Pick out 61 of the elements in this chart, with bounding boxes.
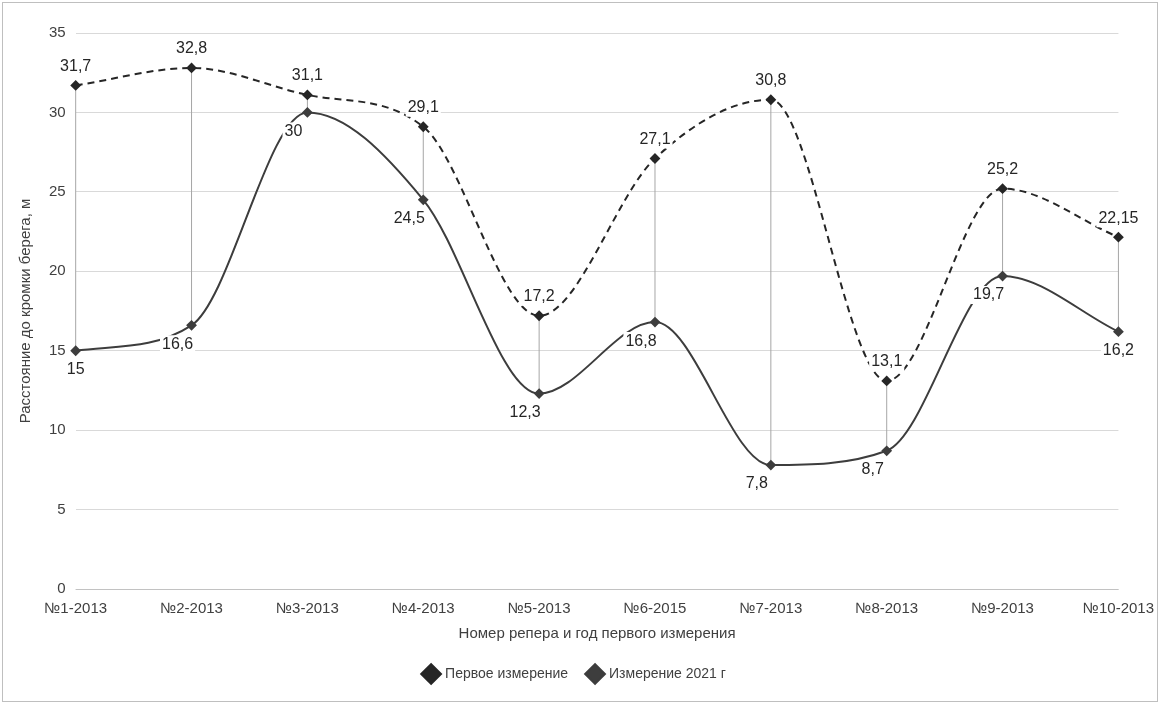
point	[302, 107, 313, 118]
point	[765, 460, 776, 471]
data-label: 22,15	[1098, 208, 1139, 226]
data-label: 25,2	[987, 160, 1019, 178]
y-tick-label: 20	[49, 261, 66, 279]
y-tick-label: 35	[49, 23, 66, 41]
point	[997, 271, 1008, 282]
data-label: 17,2	[523, 287, 555, 305]
point	[765, 94, 776, 105]
data-label: 16,2	[1102, 341, 1135, 359]
data-label: 32,8	[175, 39, 208, 57]
point	[997, 183, 1008, 194]
data-label: 12,3	[509, 403, 541, 421]
x-axis-title: Номер репера и год первого измерения	[458, 624, 736, 642]
y-tick-label: 5	[57, 499, 66, 517]
point	[70, 80, 81, 91]
x-tick-label: №10-2013	[1082, 599, 1154, 617]
data-label: 31,7	[60, 56, 92, 74]
x-tick-label: №5-2013	[507, 599, 571, 617]
data-label: 30,8	[755, 71, 787, 89]
y-tick-label: 25	[49, 182, 66, 199]
x-tick-label: №7-2013	[739, 599, 803, 617]
point	[1113, 232, 1124, 243]
x-tick-label: №8-2013	[855, 599, 919, 617]
legend-label: Измерение 2021 г	[609, 664, 726, 681]
point	[70, 345, 81, 356]
point	[649, 153, 660, 164]
data-label: 16,6	[161, 334, 194, 352]
point	[186, 320, 197, 331]
legend-label: Первое измерение	[445, 664, 569, 681]
point	[649, 317, 660, 328]
point	[302, 89, 313, 100]
y-axis-title: Расстояние до кромки берега, м	[16, 198, 34, 424]
data-label: 19,7	[973, 285, 1005, 303]
data-label: 29,1	[407, 98, 439, 116]
point	[418, 121, 429, 132]
y-tick-label: 30	[49, 102, 66, 120]
point	[418, 194, 429, 205]
point	[534, 388, 545, 399]
x-tick-label: №2-2013	[160, 599, 223, 617]
x-tick-label: №6-2015	[623, 599, 687, 617]
point	[1113, 326, 1124, 337]
data-label: 7,8	[745, 474, 769, 492]
data-label: 8,7	[861, 460, 884, 478]
data-label: 24,5	[393, 209, 425, 227]
point	[881, 375, 892, 386]
y-tick-label: 0	[57, 579, 66, 597]
x-tick-label: №4-2013	[391, 599, 455, 617]
point	[534, 310, 545, 321]
data-label: 16,8	[625, 331, 657, 349]
y-tick-label: 10	[49, 420, 66, 438]
data-label: 31,1	[291, 66, 324, 84]
x-tick-label: №9-2013	[971, 599, 1034, 617]
data-label: 27,1	[639, 129, 671, 147]
y-tick-label: 15	[49, 340, 66, 358]
point	[881, 445, 892, 456]
x-tick-label: №1-2013	[44, 599, 108, 617]
x-tick-label: №3-2013	[276, 599, 339, 617]
data-label: 30	[284, 121, 303, 139]
point	[186, 62, 197, 73]
data-label: 13,1	[871, 352, 903, 370]
